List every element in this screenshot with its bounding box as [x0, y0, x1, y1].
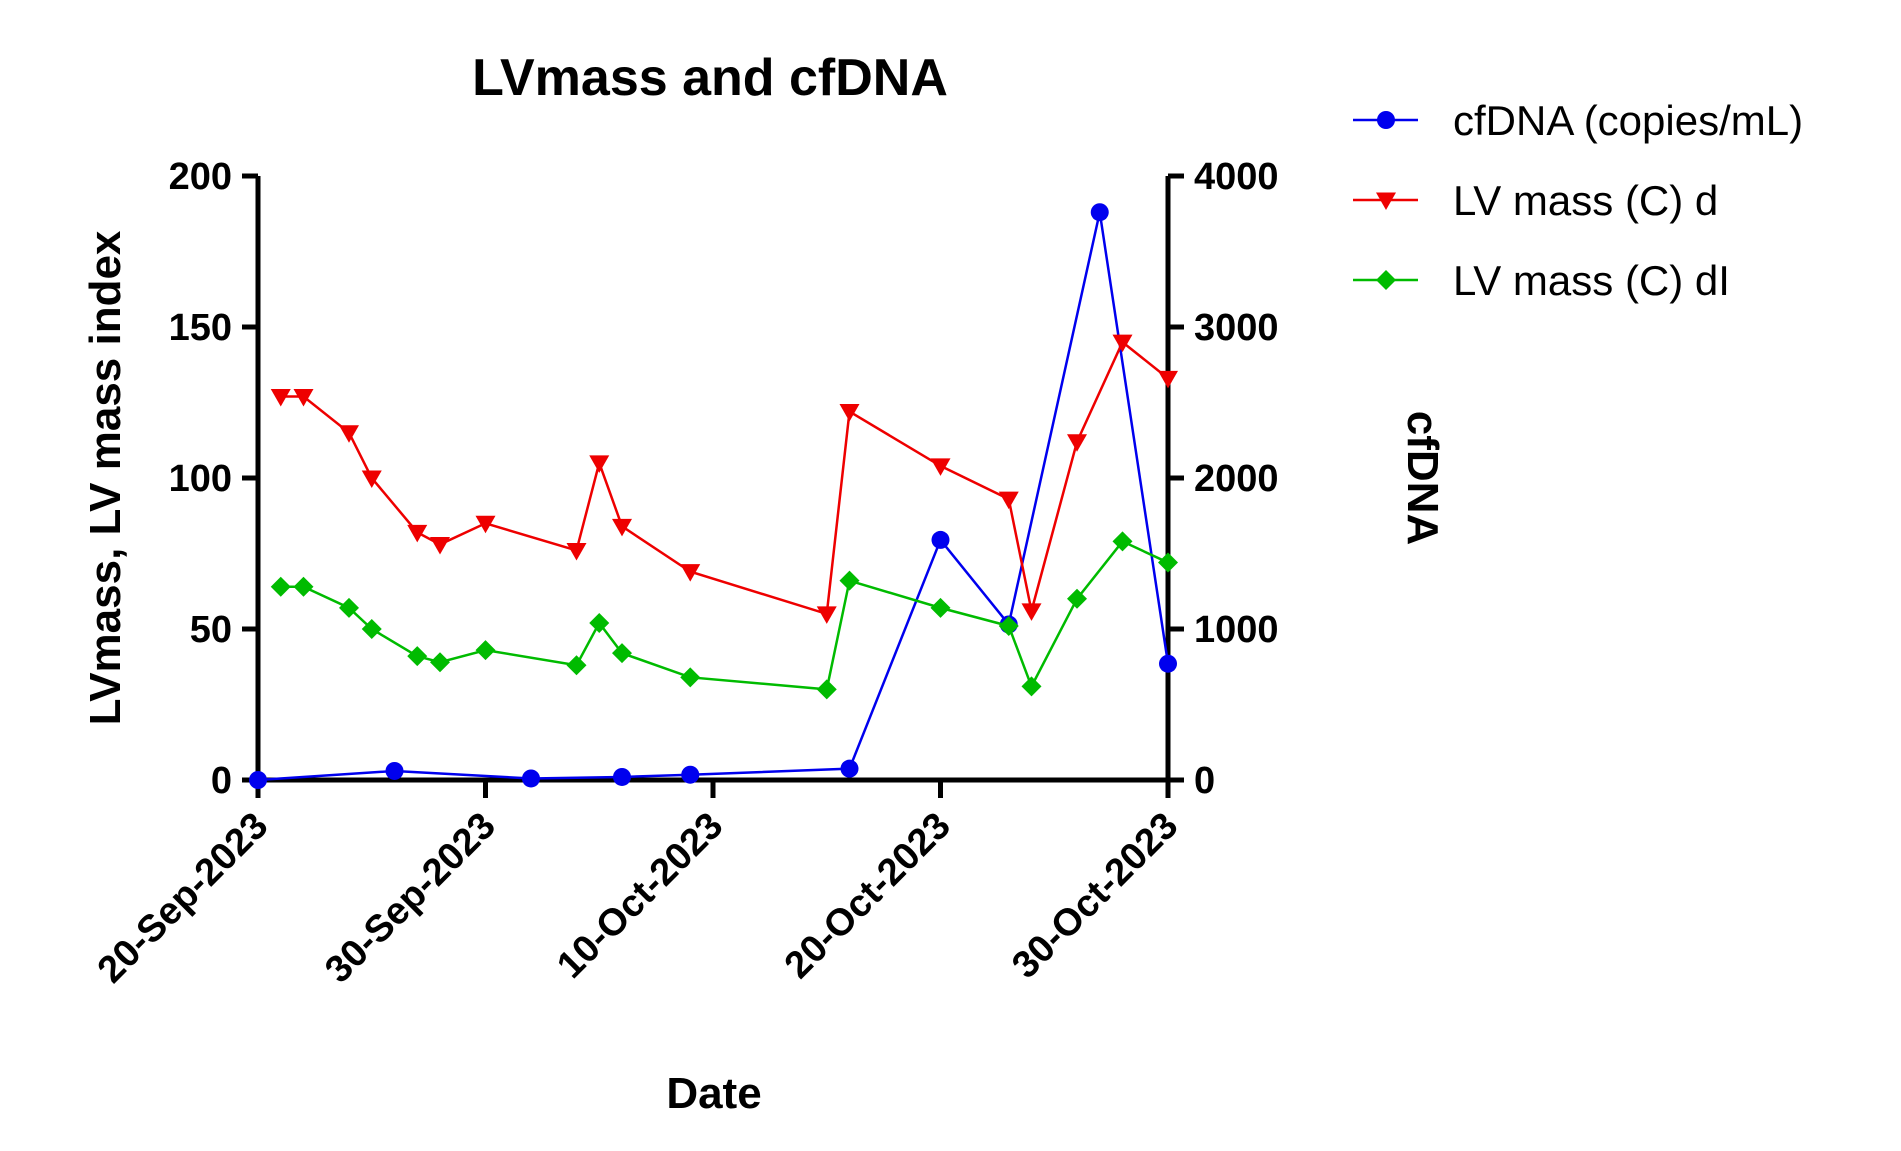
data-point: [361, 619, 382, 639]
legend-label: cfDNA (copies/mL): [1453, 97, 1803, 144]
data-point: [998, 615, 1019, 636]
data-point: [680, 564, 701, 582]
series-line: [257, 211, 1170, 782]
data-point: [522, 769, 540, 788]
data-point: [293, 576, 314, 597]
y-left-tick-label: 0: [211, 760, 232, 802]
right-axis-ticks: 0 1000 2000 3000 4000: [1168, 156, 1279, 802]
legend-label: LV mass (C) dI: [1453, 257, 1730, 304]
x-axis-label: Date: [666, 1069, 761, 1118]
data-point: [681, 765, 700, 784]
y-axis-right-label: cfDNA: [1398, 411, 1447, 545]
data-point: [475, 640, 496, 661]
data-point: [430, 536, 450, 555]
x-tick-label: 10-Oct-2023: [549, 805, 731, 987]
legend-marker: [1376, 270, 1396, 290]
data-point: [1021, 603, 1042, 621]
data-point: [270, 388, 291, 407]
data-point: [680, 667, 701, 688]
data-point: [339, 597, 359, 618]
data-point: [612, 518, 632, 537]
data-point: [816, 679, 837, 700]
legend-item: cfDNA (copies/mL): [1353, 97, 1803, 144]
data-point: [1159, 654, 1177, 673]
data-point: [249, 771, 267, 789]
y-left-tick-label: 100: [169, 458, 232, 500]
data-point: [361, 470, 382, 488]
data-point: [1090, 203, 1109, 222]
legend-label: LV mass (C) d: [1453, 177, 1718, 224]
legend-item: LV mass (C) d: [1353, 177, 1718, 224]
data-point: [930, 458, 951, 476]
data-point: [930, 597, 951, 618]
series-0: [249, 203, 1177, 789]
data-point: [840, 759, 859, 778]
series-layer: [249, 203, 1178, 789]
data-point: [839, 570, 860, 591]
data-point: [475, 515, 496, 534]
series-line: [280, 539, 1169, 691]
legend-marker: [1377, 111, 1395, 129]
data-point: [566, 655, 587, 676]
legend-item: LV mass (C) dI: [1353, 257, 1730, 304]
data-point: [1112, 531, 1133, 552]
legend-marker: [1376, 192, 1396, 210]
series-line: [280, 340, 1169, 616]
y-right-tick-label: 2000: [1194, 458, 1279, 500]
y-left-tick-label: 200: [169, 156, 232, 198]
y-left-tick-label: 150: [169, 307, 232, 349]
data-point: [589, 612, 610, 633]
data-point: [566, 542, 587, 561]
data-point: [1112, 334, 1133, 353]
data-point: [1158, 552, 1178, 573]
data-point: [430, 652, 450, 673]
data-point: [1067, 588, 1087, 609]
legend: cfDNA (copies/mL) LV mass (C) d LV mass (C…: [1353, 97, 1803, 304]
data-point: [839, 404, 860, 422]
series-2: [270, 531, 1178, 700]
x-tick-label: 30-Sep-2023: [317, 805, 504, 992]
y-axis-left-label: LVmass, LV mass index: [81, 230, 130, 725]
x-axis-ticks: 20-Sep-2023 30-Sep-2023 10-Oct-2023 20-Oct-…: [90, 780, 1186, 992]
x-tick-label: 30-Oct-2023: [1004, 805, 1186, 987]
data-point: [270, 576, 291, 597]
data-point: [407, 524, 428, 543]
x-tick-label: 20-Oct-2023: [777, 805, 959, 987]
x-tick-label: 20-Sep-2023: [90, 805, 277, 992]
data-point: [385, 761, 404, 780]
left-axis-ticks: 0 50 100 150 200: [169, 156, 258, 802]
data-point: [589, 455, 610, 473]
data-point: [407, 646, 428, 667]
y-right-tick-label: 1000: [1194, 609, 1279, 651]
y-right-tick-label: 4000: [1194, 156, 1279, 198]
data-point: [1021, 676, 1042, 697]
data-point: [998, 491, 1019, 510]
y-left-tick-label: 50: [190, 609, 232, 651]
data-point: [816, 606, 837, 624]
data-point: [613, 767, 631, 786]
data-point: [339, 425, 359, 443]
data-point: [1158, 370, 1178, 389]
data-point: [1067, 434, 1087, 452]
chart-title: LVmass and cfDNA: [472, 49, 948, 107]
y-right-tick-label: 0: [1194, 760, 1215, 802]
y-right-tick-label: 3000: [1194, 307, 1279, 349]
data-point: [293, 388, 314, 407]
data-point: [931, 530, 950, 549]
data-point: [612, 643, 632, 664]
series-1: [270, 334, 1178, 624]
